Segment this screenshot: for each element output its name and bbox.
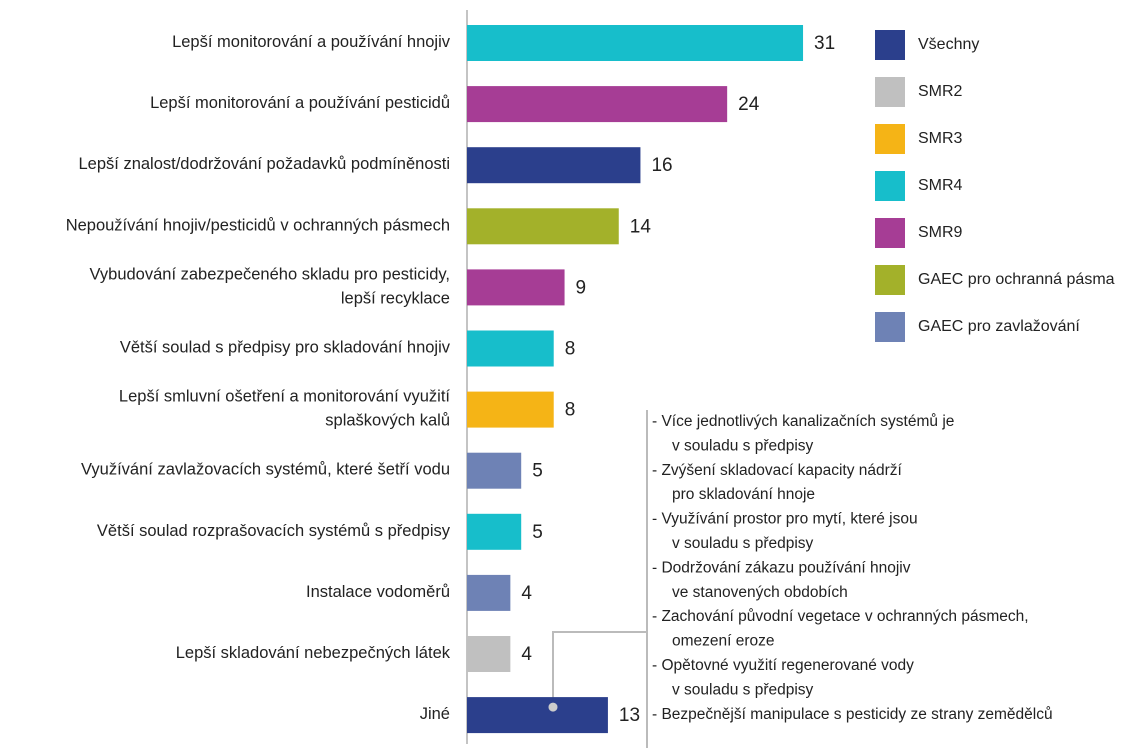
legend-label: GAEC pro zavlažování xyxy=(918,318,1080,335)
text-line: - Dodržování zákazu používání hnojiv xyxy=(652,559,911,576)
text-line: Lepší smluvní ošetření a monitorování vy… xyxy=(119,388,450,406)
bar xyxy=(467,697,608,734)
bar xyxy=(467,86,728,123)
category-label: Větší soulad rozprašovacích systémů s př… xyxy=(97,522,451,540)
legend-label: SMR9 xyxy=(918,224,963,241)
bar xyxy=(467,25,804,61)
text-line: pro skladování hnoje xyxy=(672,486,815,503)
legend-label: SMR4 xyxy=(918,177,963,194)
legend-label: SMR3 xyxy=(918,130,963,147)
value-label: 31 xyxy=(814,33,835,54)
text-line: Vybudování zabezpečeného skladu pro pest… xyxy=(90,266,451,284)
bar xyxy=(467,330,554,367)
annotation-item: - Dodržování zákazu používání hnojiv ve s… xyxy=(652,559,911,600)
text-line: - Více jednotlivých kanalizačních systém… xyxy=(652,413,954,430)
text-line: omezení eroze xyxy=(672,633,775,650)
category-label: Jiné xyxy=(420,705,450,723)
value-label: 9 xyxy=(576,277,587,298)
value-label: 8 xyxy=(565,339,576,360)
category-label: Lepší smluvní ošetření a monitorování vy… xyxy=(119,388,450,430)
annotation-item: - Zvýšení skladovací kapacity nádrží pro … xyxy=(652,462,903,503)
annotation-item: - Opětovné využití regenerované vody v so… xyxy=(652,657,914,698)
value-label: 24 xyxy=(738,94,760,115)
bar xyxy=(467,391,554,428)
annotation-item: - Využívání prostor pro mytí, které jsou… xyxy=(652,511,918,552)
bar xyxy=(467,636,511,672)
text-line: Lepší skladování nebezpečných látek xyxy=(176,644,451,662)
annotation-item: - Zachování původní vegetace v ochrannýc… xyxy=(652,608,1029,649)
text-line: Lepší monitorování a používání hnojiv xyxy=(172,33,451,51)
annotation-item: - Bezpečnější manipulace s pesticidy ze … xyxy=(652,706,1053,723)
legend-label: SMR2 xyxy=(918,83,963,100)
text-line: - Opětovné využití regenerované vody xyxy=(652,657,914,674)
legend-label: GAEC pro ochranná pásma xyxy=(918,271,1115,288)
bar xyxy=(467,147,641,184)
connector xyxy=(552,631,647,705)
bar xyxy=(467,574,511,611)
text-line: Větší soulad rozprašovacích systémů s př… xyxy=(97,522,451,540)
category-label: Lepší skladování nebezpečných látek xyxy=(176,644,451,662)
text-line: v souladu s předpisy xyxy=(672,681,814,698)
category-label: Lepší znalost/dodržování požadavků podmí… xyxy=(79,156,451,174)
legend-swatch xyxy=(875,124,905,154)
value-label: 8 xyxy=(565,400,576,421)
category-label: Lepší monitorování a používání hnojiv xyxy=(172,33,451,51)
text-line: lepší recyklace xyxy=(341,290,450,308)
value-label: 5 xyxy=(532,461,543,482)
legend-swatch xyxy=(875,77,905,107)
text-line: - Zvýšení skladovací kapacity nádrží xyxy=(652,462,903,479)
bar xyxy=(467,452,522,489)
value-label: 13 xyxy=(619,705,640,726)
text-line: v souladu s předpisy xyxy=(672,437,814,454)
text-line: v souladu s předpisy xyxy=(672,535,814,552)
text-line: - Využívání prostor pro mytí, které jsou xyxy=(652,511,918,528)
text-line: Lepší znalost/dodržování požadavků podmí… xyxy=(79,156,451,174)
bar xyxy=(467,513,522,550)
text-line: Instalace vodoměrů xyxy=(306,583,450,601)
category-label: Větší soulad s předpisy pro skladování h… xyxy=(120,339,451,357)
legend-swatch xyxy=(875,312,905,342)
text-line: Jiné xyxy=(420,705,450,723)
legend-swatch xyxy=(875,171,905,201)
text-line: Lepší monitorování a používání pesticidů xyxy=(150,94,450,112)
text-line: - Bezpečnější manipulace s pesticidy ze … xyxy=(652,706,1053,723)
value-label: 5 xyxy=(532,522,543,543)
text-line: Nepoužívání hnojiv/pesticidů v ochrannýc… xyxy=(66,217,450,235)
legend-swatch xyxy=(875,218,905,248)
bar xyxy=(467,269,565,306)
category-label: Vybudování zabezpečeného skladu pro pest… xyxy=(90,266,451,308)
text-line: Využívání zavlažovacích systémů, které š… xyxy=(81,461,450,479)
text-line: splaškových kalů xyxy=(325,412,450,430)
text-line: - Zachování původní vegetace v ochrannýc… xyxy=(652,608,1029,625)
value-label: 16 xyxy=(651,155,672,176)
text-line: Větší soulad s předpisy pro skladování h… xyxy=(120,339,451,357)
legend-label: Všechny xyxy=(918,36,979,53)
annotation-item: - Více jednotlivých kanalizačních systém… xyxy=(652,413,954,454)
category-label: Lepší monitorování a používání pesticidů xyxy=(150,94,450,112)
bar xyxy=(467,208,619,245)
value-label: 4 xyxy=(521,644,532,665)
connector-dot xyxy=(548,702,558,712)
legend-swatch xyxy=(875,265,905,295)
category-label: Nepoužívání hnojiv/pesticidů v ochrannýc… xyxy=(66,217,450,235)
text-line: ve stanovených obdobích xyxy=(672,584,848,601)
category-label: Instalace vodoměrů xyxy=(306,583,450,601)
value-label: 4 xyxy=(521,583,532,604)
category-label: Využívání zavlažovacích systémů, které š… xyxy=(81,461,450,479)
legend-swatch xyxy=(875,30,905,60)
value-label: 14 xyxy=(630,216,652,237)
